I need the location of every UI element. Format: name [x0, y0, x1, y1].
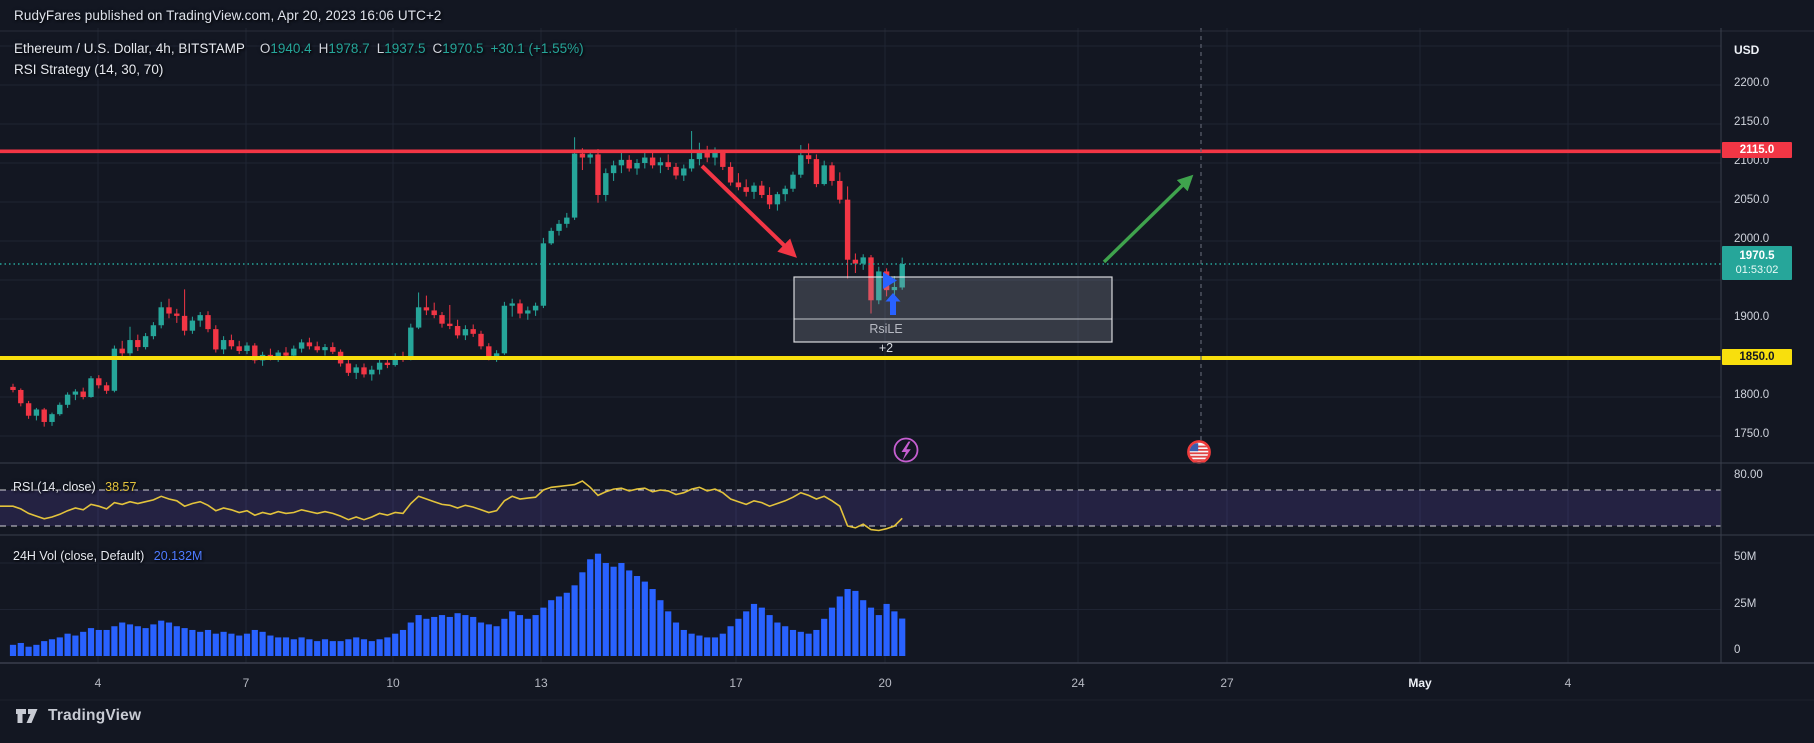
time-tick-label: 20: [878, 676, 892, 690]
time-axis[interactable]: 4 7 10 13 17 20 24 27 May 4: [0, 663, 1814, 700]
price-tick-label: 1750.0: [1734, 428, 1770, 440]
gridlines: [0, 28, 1721, 663]
time-tick-label: 17: [729, 676, 743, 690]
ohlc-value: 1978.7: [328, 41, 370, 56]
tradingview-watermark-text: TradingView: [48, 707, 142, 724]
last-price-label: 1970.5 01:53:02: [1722, 246, 1792, 280]
entry-zone-box[interactable]: [793, 276, 1113, 343]
symbol-title: Ethereum / U.S. Dollar, 4h, BITSTAMP: [14, 41, 245, 56]
resistance-price-label: 2115.0: [1722, 142, 1792, 159]
ohlc-key: C: [432, 41, 443, 56]
price-tick-label: 2150.0: [1734, 116, 1770, 128]
price-tick-label: 2050.0: [1734, 194, 1770, 206]
green-up-arrow[interactable]: [1102, 174, 1194, 264]
ohlc-value: 1937.5: [384, 41, 426, 56]
strategy-entry-qty: +2: [878, 341, 894, 355]
entry-markers: [883, 272, 901, 315]
rsi-line: [0, 480, 903, 532]
rsi-legend-label: RSI (14, close): [13, 480, 96, 494]
price-tick-label: 1900.0: [1734, 311, 1770, 323]
rsi-tick-label: 80.00: [1734, 469, 1763, 481]
time-tick-label: 27: [1220, 676, 1234, 690]
symbol-legend[interactable]: Ethereum / U.S. Dollar, 4h, BITSTAMP O194…: [14, 41, 584, 56]
red-down-arrow[interactable]: [700, 164, 797, 258]
time-tick-label: 13: [534, 676, 548, 690]
price-axis-unit: USD: [1734, 43, 1760, 57]
ohlc-value: 1940.4: [270, 41, 312, 56]
time-tick-label: 7: [242, 676, 250, 690]
ohlc-value: 1970.5: [442, 41, 484, 56]
ohlc-key: L: [376, 41, 385, 56]
time-tick-label: May: [1408, 676, 1432, 690]
volume-legend-label: 24H Vol (close, Default): [13, 549, 145, 563]
volume-series: [9, 553, 906, 656]
candlestick-series: [10, 131, 905, 427]
tradingview-watermark[interactable]: TradingView: [15, 705, 141, 727]
strategy-entry-label[interactable]: RsiLE: [869, 322, 903, 336]
volume-legend[interactable]: 24H Vol (close, Default) 20.132M: [13, 549, 202, 563]
strategy-alert-icon[interactable]: [893, 437, 919, 463]
rsi-pane: [0, 480, 1721, 532]
ohlc-key: H: [318, 41, 329, 56]
time-tick-label: 4: [1564, 676, 1572, 690]
price-tick-label: 2200.0: [1734, 77, 1770, 89]
price-axis[interactable]: USD 2200.0 2150.0 2100.0 2050.0 2000.0 1900.0…: [1721, 28, 1814, 663]
volume-tick-label: 0: [1734, 644, 1741, 656]
support-price-label: 1850.0: [1722, 349, 1792, 365]
rsi-legend-value: 38.57: [105, 480, 137, 494]
ohlc-values: O1940.4 H1978.7 L1937.5 C1970.5: [253, 41, 484, 56]
entry-up-arrow-icon: [885, 293, 901, 315]
time-tick-label: 4: [94, 676, 102, 690]
rsi-legend[interactable]: RSI (14, close) 38.57: [13, 480, 136, 494]
strategy-legend[interactable]: RSI Strategy (14, 30, 70): [14, 62, 164, 77]
time-tick-label: 24: [1071, 676, 1085, 690]
price-levels[interactable]: [0, 149, 1721, 360]
pane-separators: [0, 28, 1814, 701]
volume-legend-value: 20.132M: [153, 549, 203, 563]
us-flag-event-icon[interactable]: [1187, 440, 1211, 464]
tradingview-logo-icon: [16, 709, 38, 723]
last-price-value: 1970.5: [1739, 250, 1775, 262]
price-tick-label: 1800.0: [1734, 389, 1770, 401]
volume-tick-label: 50M: [1734, 551, 1757, 563]
change-value: +30.1 (+1.55%): [490, 41, 584, 56]
bar-countdown: 01:53:02: [1735, 264, 1779, 276]
price-tick-label: 2000.0: [1734, 233, 1770, 245]
time-tick-label: 10: [386, 676, 400, 690]
entry-play-marker-icon: [883, 272, 897, 289]
volume-tick-label: 25M: [1734, 597, 1757, 610]
ohlc-key: O: [259, 41, 271, 56]
publish-bar: RudyFares published on TradingView.com, …: [14, 8, 442, 23]
